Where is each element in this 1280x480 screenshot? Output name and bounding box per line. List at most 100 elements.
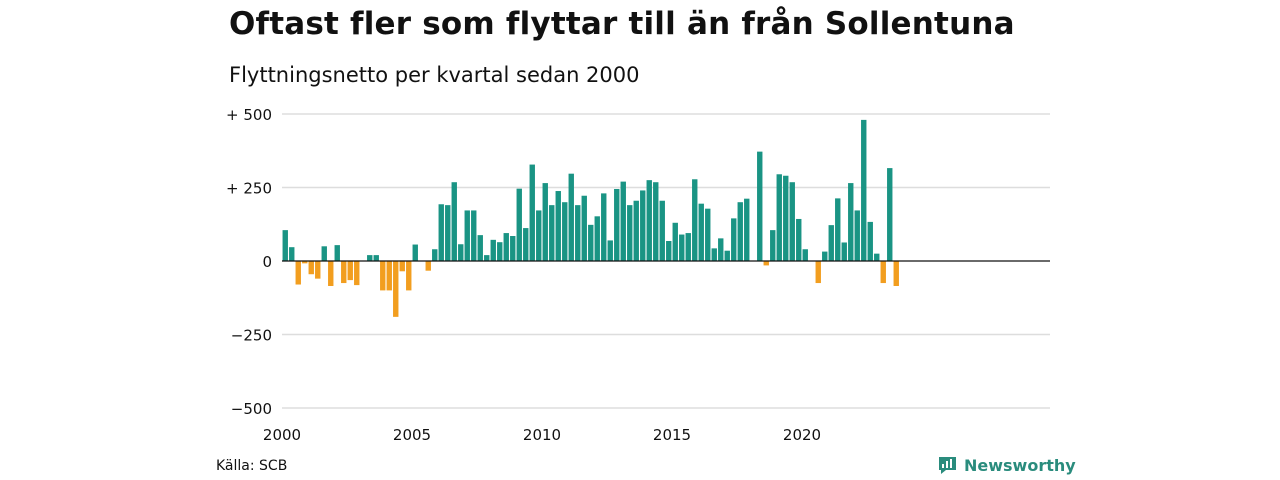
bar: [815, 261, 821, 284]
x-tick-label: 2015: [653, 426, 691, 444]
bar: [510, 236, 516, 261]
x-tick-label: 2005: [393, 426, 431, 444]
bar: [367, 255, 373, 261]
bar: [432, 249, 438, 261]
bar: [347, 261, 353, 281]
brand-logo: Newsworthy: [937, 455, 1076, 476]
y-tick-label: + 500: [226, 106, 272, 124]
bar: [282, 230, 288, 261]
bar: [516, 188, 522, 261]
bar: [412, 244, 418, 261]
bar: [679, 234, 685, 261]
chart-title: Oftast fler som flyttar till än från Sol…: [229, 6, 1015, 42]
bar: [490, 239, 496, 261]
x-tick-label: 2000: [263, 426, 301, 444]
bar: [581, 195, 587, 261]
bar: [763, 261, 769, 266]
bar: [854, 210, 860, 261]
bar: [607, 240, 613, 261]
bar: [828, 225, 834, 261]
bar: [425, 261, 431, 271]
bar: [484, 255, 490, 261]
bar: [646, 180, 652, 261]
bar: [562, 202, 568, 261]
bar: [627, 205, 633, 261]
bar: [464, 210, 470, 261]
bar: [328, 261, 334, 286]
bar: [445, 205, 451, 261]
bar: [588, 224, 594, 261]
bar: [302, 261, 308, 264]
bar: [802, 249, 808, 261]
bar: [451, 182, 457, 261]
bar: [874, 253, 880, 261]
bar: [601, 193, 607, 261]
bar: [744, 198, 750, 261]
bar: [393, 261, 399, 317]
y-tick-label: 0: [262, 253, 272, 271]
bar: [770, 230, 776, 261]
bar: [471, 210, 477, 261]
bar: [776, 174, 782, 261]
bar: [503, 233, 509, 261]
chart-subtitle: Flyttningsnetto per kvartal sedan 2000: [229, 63, 640, 87]
bar: [568, 173, 574, 261]
newsworthy-logo-icon: [939, 457, 956, 474]
bar: [835, 198, 841, 261]
bar: [887, 168, 893, 261]
bar: [841, 242, 847, 261]
bar: [893, 261, 899, 286]
bar: [653, 182, 659, 261]
bar: [321, 246, 327, 261]
bar: [880, 261, 886, 284]
bar: [594, 216, 600, 261]
bar: [789, 182, 795, 261]
bar: [692, 179, 698, 261]
bar: [711, 248, 717, 261]
bar: [861, 119, 867, 261]
bar: [523, 228, 529, 261]
bar: [685, 233, 691, 261]
bar: [542, 183, 548, 261]
y-tick-label: −500: [231, 400, 272, 418]
bar: [737, 202, 743, 261]
bar: [822, 251, 828, 261]
bar: [848, 183, 854, 261]
bar: [308, 261, 314, 275]
bar: [399, 261, 405, 272]
bar: [380, 261, 386, 291]
bar: [458, 244, 464, 261]
bar: [633, 200, 639, 261]
bar: [334, 245, 340, 261]
brand-name: Newsworthy: [964, 456, 1076, 475]
bar: [341, 261, 347, 284]
bar: [373, 255, 379, 261]
bar: [555, 191, 561, 261]
bar: [477, 235, 483, 261]
bar: [529, 164, 535, 261]
bar: [666, 241, 672, 261]
x-tick-label: 2010: [523, 426, 561, 444]
bar: [640, 190, 646, 261]
bar: [289, 247, 295, 261]
bar: [536, 210, 542, 261]
bar: [497, 242, 503, 261]
bar: [705, 208, 711, 261]
bar: [620, 181, 626, 261]
source-note: Källa: SCB: [216, 458, 288, 474]
bar: [672, 222, 678, 261]
bar: [867, 221, 873, 261]
bar: [438, 204, 444, 261]
bar: [783, 175, 789, 261]
bar: [757, 151, 763, 261]
bar: [295, 261, 301, 285]
bar: [406, 261, 412, 291]
bar: [796, 218, 802, 261]
bar: [354, 261, 360, 286]
bar: [614, 188, 620, 261]
bar: [386, 261, 392, 291]
bar: [315, 261, 321, 279]
bar: [575, 205, 581, 261]
bar: [731, 218, 737, 261]
